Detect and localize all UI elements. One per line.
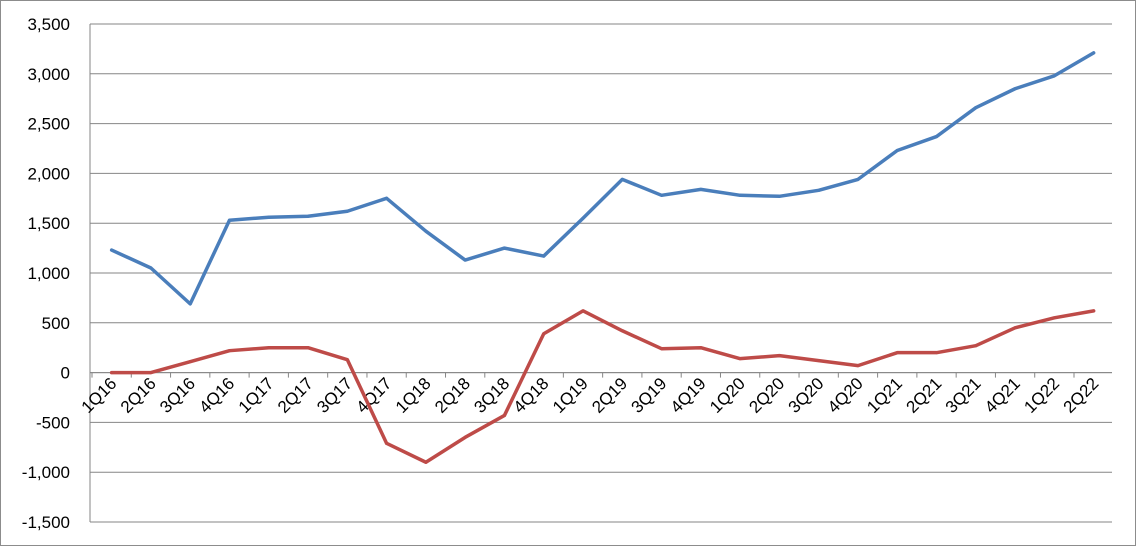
series-2-point bbox=[227, 349, 231, 353]
series-1-point bbox=[502, 246, 506, 250]
y-tick-label: 0 bbox=[61, 364, 70, 383]
series-1-point bbox=[110, 248, 114, 252]
series-1-point bbox=[463, 258, 467, 262]
series-2-point bbox=[1013, 326, 1017, 330]
x-tick-label: 4Q19 bbox=[667, 374, 710, 417]
y-tick-label: 1,500 bbox=[27, 214, 70, 233]
series-2-point bbox=[1092, 309, 1096, 313]
series-1-point bbox=[738, 193, 742, 197]
series-1-point bbox=[542, 254, 546, 258]
x-tick-label: 4Q17 bbox=[353, 374, 396, 417]
series-1-point bbox=[895, 148, 899, 152]
x-tick-label: 4Q21 bbox=[981, 374, 1024, 417]
series-1-point bbox=[1052, 74, 1056, 78]
x-tick-label: 1Q18 bbox=[392, 374, 435, 417]
series-2-point bbox=[345, 358, 349, 362]
series-2-point bbox=[385, 441, 389, 445]
series-1-point bbox=[699, 187, 703, 191]
series-2-point bbox=[935, 351, 939, 355]
series-2-point bbox=[660, 347, 664, 351]
x-tick-label: 1Q19 bbox=[549, 374, 592, 417]
series-1-point bbox=[817, 188, 821, 192]
series-2-point bbox=[267, 346, 271, 350]
series-2-point bbox=[463, 435, 467, 439]
y-tick-label: 1,000 bbox=[27, 264, 70, 283]
series-2-point bbox=[110, 371, 114, 375]
x-tick-label: 3Q20 bbox=[785, 374, 828, 417]
x-tick-label: 2Q17 bbox=[274, 374, 317, 417]
series-1-point bbox=[188, 302, 192, 306]
x-tick-label: 1Q20 bbox=[706, 374, 749, 417]
x-tick-label: 1Q21 bbox=[863, 374, 906, 417]
y-tick-label: 3,000 bbox=[27, 65, 70, 84]
series-line-1 bbox=[109, 51, 1096, 306]
y-tick-label: 2,000 bbox=[27, 164, 70, 183]
series-2-point bbox=[856, 364, 860, 368]
series-2-point bbox=[974, 344, 978, 348]
series-2-point bbox=[777, 354, 781, 358]
series-2-point bbox=[817, 359, 821, 363]
x-tick-label: 3Q21 bbox=[942, 374, 985, 417]
series-1-point bbox=[385, 196, 389, 200]
series-2-point bbox=[699, 346, 703, 350]
x-tick-label: 2Q20 bbox=[745, 374, 788, 417]
series-1-point bbox=[149, 266, 153, 270]
series-1-point bbox=[777, 194, 781, 198]
x-tick-label: 3Q19 bbox=[628, 374, 671, 417]
x-tick-label: 4Q18 bbox=[510, 374, 553, 417]
series-1-point bbox=[660, 193, 664, 197]
x-tick-label: 3Q17 bbox=[313, 374, 356, 417]
x-tick-label: 1Q22 bbox=[1020, 374, 1063, 417]
series-line-2 bbox=[109, 309, 1096, 464]
series-1-point bbox=[227, 218, 231, 222]
series-1-point bbox=[581, 216, 585, 220]
series-2-point bbox=[188, 360, 192, 364]
series-2-point bbox=[1052, 316, 1056, 320]
x-tick-label: 1Q17 bbox=[235, 374, 278, 417]
series-2-point bbox=[738, 357, 742, 361]
x-tick-label: 4Q20 bbox=[824, 374, 867, 417]
series-2-point bbox=[149, 371, 153, 375]
series-1-point bbox=[935, 135, 939, 139]
x-tick-label: 4Q16 bbox=[195, 374, 238, 417]
series-1-point bbox=[345, 209, 349, 213]
y-tick-label: 3,500 bbox=[27, 15, 70, 34]
x-tick-label: 1Q16 bbox=[78, 374, 121, 417]
series-1-point bbox=[856, 177, 860, 181]
x-tick-label: 2Q22 bbox=[1060, 374, 1103, 417]
series-1-point bbox=[267, 215, 271, 219]
y-tick-label: -1,500 bbox=[22, 513, 70, 532]
y-tick-label: 500 bbox=[42, 314, 70, 333]
series-2-point bbox=[502, 413, 506, 417]
series-1-point bbox=[1013, 87, 1017, 91]
series-2-point bbox=[542, 332, 546, 336]
x-tick-label: 2Q16 bbox=[117, 374, 160, 417]
x-tick-label: 3Q16 bbox=[156, 374, 199, 417]
series-2-point bbox=[581, 309, 585, 313]
x-tick-label: 2Q19 bbox=[588, 374, 631, 417]
y-tick-label: -1,000 bbox=[22, 463, 70, 482]
series-1-point bbox=[1092, 51, 1096, 55]
y-tick-label: 2,500 bbox=[27, 115, 70, 134]
series-1-point bbox=[974, 106, 978, 110]
series-1-point bbox=[620, 177, 624, 181]
x-tick-label: 2Q21 bbox=[903, 374, 946, 417]
series-2-point bbox=[306, 346, 310, 350]
series-2-point bbox=[424, 460, 428, 464]
series-1-point bbox=[306, 214, 310, 218]
series-1-point bbox=[424, 229, 428, 233]
series-2-point bbox=[620, 329, 624, 333]
series-2-point bbox=[895, 351, 899, 355]
y-tick-label: -500 bbox=[36, 413, 70, 432]
x-tick-label: 2Q18 bbox=[431, 374, 474, 417]
